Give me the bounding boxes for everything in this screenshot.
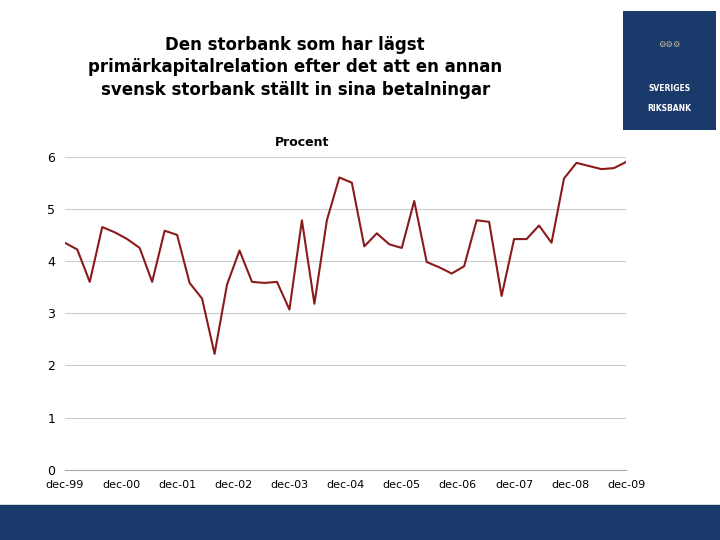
Text: SVERIGES: SVERIGES [649, 84, 690, 92]
Text: RIKSBANK: RIKSBANK [647, 104, 692, 113]
Text: Källa: Riksbanken: Källa: Riksbanken [607, 518, 706, 528]
Text: ⚙⚙⚙: ⚙⚙⚙ [658, 39, 681, 49]
Text: Den storbank som har lägst
primärkapitalrelation efter det att en annan
svensk s: Den storbank som har lägst primärkapital… [88, 36, 503, 99]
Text: Diagram 3:21: Diagram 3:21 [14, 518, 91, 528]
Text: Procent: Procent [275, 136, 330, 148]
